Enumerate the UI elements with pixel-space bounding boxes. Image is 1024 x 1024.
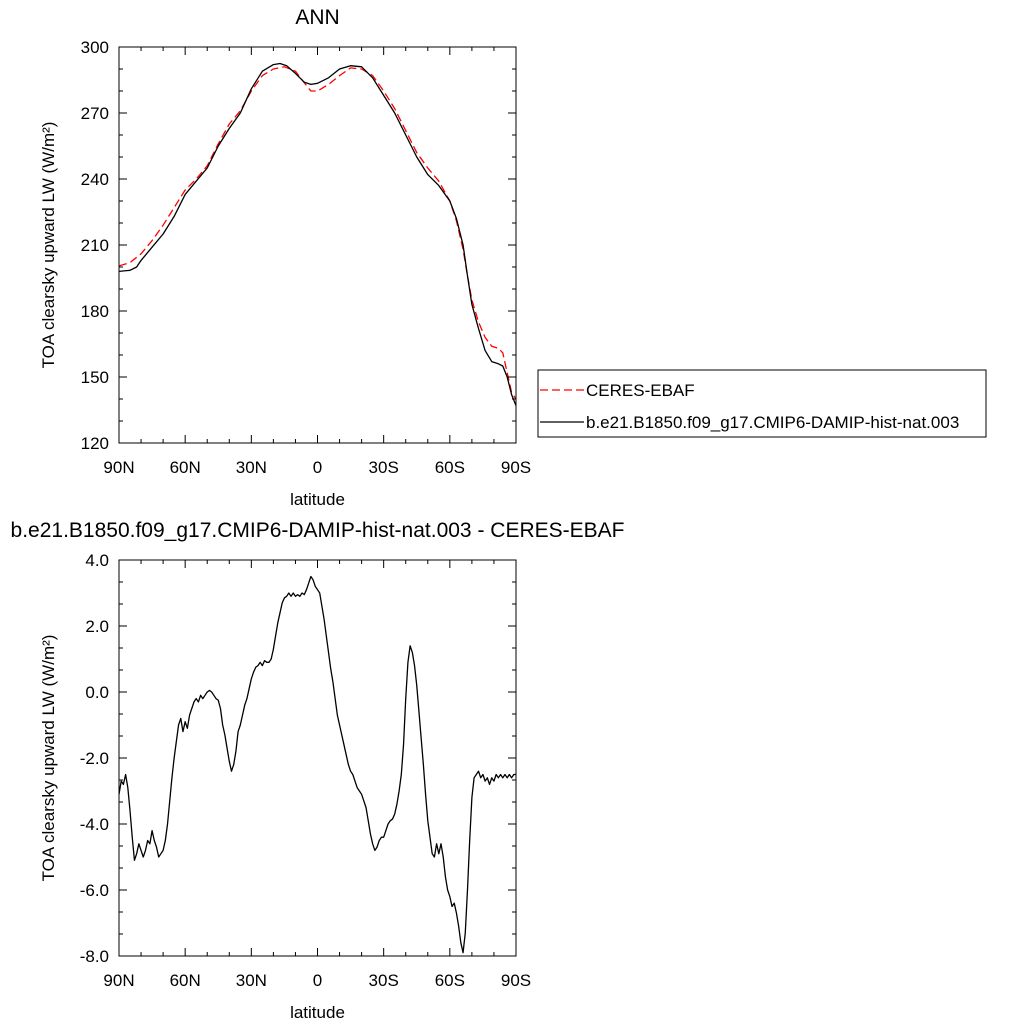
y-tick-label: 120	[81, 434, 109, 453]
series-line-solid	[119, 62, 516, 406]
x-tick-label: 60S	[435, 458, 465, 477]
y-tick-label: -2.0	[80, 749, 109, 768]
y-tick-label: 0.0	[85, 683, 109, 702]
x-tick-label: 0	[313, 458, 322, 477]
x-tick-label: 60N	[170, 458, 201, 477]
top-panel: ANN 90N 60N 30N 0 30S 60S 90S 120 150 180 210 240 270…	[39, 6, 531, 509]
series-line-dashed	[119, 66, 516, 400]
x-tick-label: 90S	[501, 458, 531, 477]
plot-frame	[118, 46, 517, 444]
series-line-solid	[119, 575, 516, 954]
legend-box	[537, 369, 987, 438]
legend-label: b.e21.B1850.f09_g17.CMIP6-DAMIP-hist-nat…	[586, 413, 959, 432]
y-tick-label: 150	[81, 368, 109, 387]
y-tick-label: 240	[81, 170, 109, 189]
y-tick-label: 180	[81, 302, 109, 321]
y-tick-label: 210	[81, 236, 109, 255]
x-tick-label: 60N	[170, 971, 201, 990]
x-tick-label: 60S	[435, 971, 465, 990]
y-tick-label: -4.0	[80, 815, 109, 834]
y-tick-label: 300	[81, 38, 109, 57]
x-tick-label: 90N	[103, 458, 134, 477]
chart-title: ANN	[295, 6, 339, 29]
x-tick-label: 30S	[369, 971, 399, 990]
x-axis-label: latitude	[290, 490, 345, 509]
x-tick-label: 30S	[369, 458, 399, 477]
x-tick-label: 30N	[236, 458, 267, 477]
legend-label: CERES-EBAF	[586, 381, 695, 400]
y-axis-label: TOA clearsky upward LW (W/m²)	[39, 122, 58, 369]
y-tick-label: 270	[81, 104, 109, 123]
chart-title: b.e21.B1850.f09_g17.CMIP6-DAMIP-hist-nat…	[11, 519, 625, 542]
y-tick-label: -8.0	[80, 947, 109, 966]
bottom-panel: b.e21.B1850.f09_g17.CMIP6-DAMIP-hist-nat…	[11, 519, 625, 1022]
x-tick-label: 0	[313, 971, 322, 990]
x-tick-label: 30N	[236, 971, 267, 990]
x-tick-label: 90N	[103, 971, 134, 990]
y-tick-label: -6.0	[80, 881, 109, 900]
y-tick-label: 2.0	[85, 617, 109, 636]
y-tick-label: 4.0	[85, 551, 109, 570]
x-axis-label: latitude	[290, 1003, 345, 1022]
x-tick-label: 90S	[501, 971, 531, 990]
plot-frame	[118, 559, 517, 957]
legend: CERES-EBAF b.e21.B1850.f09_g17.CMIP6-DAMI…	[537, 369, 987, 438]
y-axis-label: TOA clearsky upward LW (W/m²)	[39, 635, 58, 882]
